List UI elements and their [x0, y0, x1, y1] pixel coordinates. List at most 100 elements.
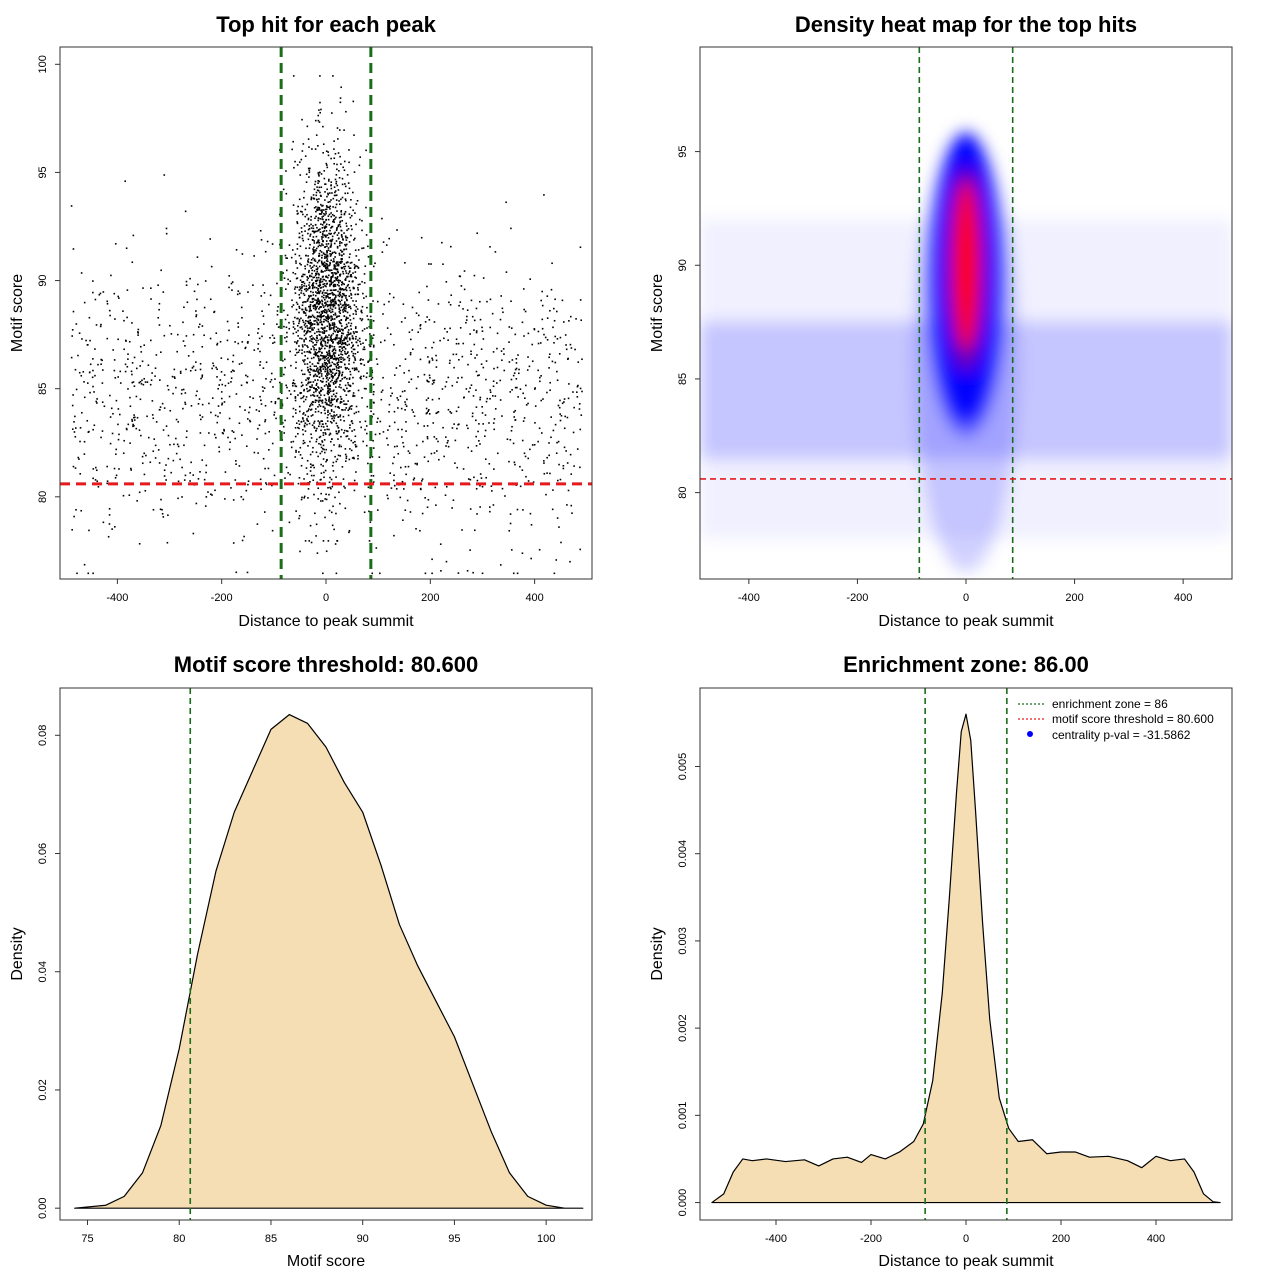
scatter-point [132, 234, 135, 237]
scatter-point [292, 326, 295, 328]
scatter-point [331, 379, 333, 382]
scatter-point [314, 401, 317, 404]
scatter-point [344, 366, 347, 369]
scatter-point [312, 250, 315, 253]
scatter-point [195, 310, 197, 312]
scatter-point [485, 400, 488, 403]
scatter-point [327, 414, 329, 416]
scatter-point [218, 450, 221, 453]
scatter-point [97, 363, 99, 366]
scatter-point [327, 391, 330, 393]
scatter-point [343, 212, 346, 215]
scatter-point [322, 540, 325, 542]
scatter-point [317, 229, 320, 232]
scatter-point [548, 356, 550, 359]
scatter-point [335, 358, 337, 360]
scatter-point [292, 140, 294, 143]
scatter-point [241, 253, 244, 255]
scatter-point [527, 332, 530, 335]
scatter-point [367, 486, 370, 489]
scatter-point [298, 517, 300, 520]
scatter-point [354, 237, 356, 240]
scatter-point [257, 452, 259, 454]
scatter-point [368, 510, 370, 513]
scatter-point [462, 342, 465, 345]
scatter-point [324, 422, 327, 425]
scatter-point [435, 366, 438, 368]
scatter-point [185, 284, 188, 287]
scatter-point [265, 361, 268, 364]
scatter-point [313, 422, 315, 424]
scatter-point [473, 529, 476, 532]
scatter-point [310, 219, 312, 221]
scatter-point [472, 571, 474, 574]
scatter-point [569, 453, 572, 456]
scatter-point [273, 411, 276, 414]
scatter-point [259, 395, 261, 398]
scatter-point [512, 374, 515, 377]
scatter-point [125, 247, 128, 250]
scatter-point [321, 312, 324, 314]
scatter-point [247, 483, 249, 486]
scatter-point [329, 412, 331, 415]
scatter-point [320, 429, 322, 432]
scatter-point [317, 173, 320, 176]
scatter-point [309, 481, 311, 483]
scatter-point [369, 345, 371, 348]
scatter-point [341, 373, 343, 376]
scatter-point [465, 319, 468, 321]
scatter-point [318, 274, 320, 276]
scatter-point [302, 321, 305, 324]
scatter-point [227, 358, 229, 361]
scatter-point [321, 211, 323, 214]
scatter-point [322, 355, 324, 357]
scatter-point [481, 326, 483, 329]
scatter-point [336, 234, 339, 236]
scatter-point [224, 384, 227, 387]
scatter-point [353, 395, 356, 397]
scatter-point [335, 216, 337, 219]
scatter-point [556, 441, 558, 444]
scatter-point [337, 406, 340, 408]
scatter-point [563, 427, 566, 430]
scatter-point [308, 405, 311, 408]
scatter-point [325, 211, 327, 213]
scatter-point [339, 379, 342, 382]
scatter-point [321, 262, 324, 265]
scatter-point [326, 425, 328, 428]
scatter-point [319, 479, 322, 481]
scatter-point [321, 337, 323, 340]
scatter-point [363, 387, 366, 390]
scatter-point [340, 428, 343, 431]
score-density-x-axis: 75 80 85 90 95 100 [81, 1219, 555, 1245]
scatter-point [524, 455, 527, 458]
scatter-point [334, 338, 337, 341]
scatter-point [295, 385, 298, 388]
scatter-point [321, 324, 324, 326]
scatter-point [303, 373, 306, 376]
scatter-point [323, 385, 326, 387]
scatter-point [434, 486, 437, 489]
scatter-point [343, 169, 346, 172]
scatter-point [317, 182, 319, 184]
scatter-point [315, 206, 317, 208]
scatter-point [326, 363, 329, 365]
scatter-point [365, 206, 367, 209]
scatter-point [326, 255, 329, 258]
scatter-point [122, 494, 125, 497]
scatter-point [349, 275, 352, 278]
scatter-point [455, 338, 458, 341]
scatter-point [362, 292, 364, 295]
scatter-point [354, 352, 357, 355]
scatter-point [330, 319, 332, 322]
scatter-point [336, 279, 338, 282]
scatter-point [357, 267, 360, 269]
scatter-point [369, 333, 371, 335]
scatter-point [334, 289, 336, 292]
scatter-point [449, 411, 451, 413]
scatter-point [311, 284, 313, 287]
scatter-point [405, 430, 407, 432]
scatter-point [107, 535, 110, 538]
scatter-point [191, 367, 194, 369]
scatter-point [318, 244, 321, 247]
